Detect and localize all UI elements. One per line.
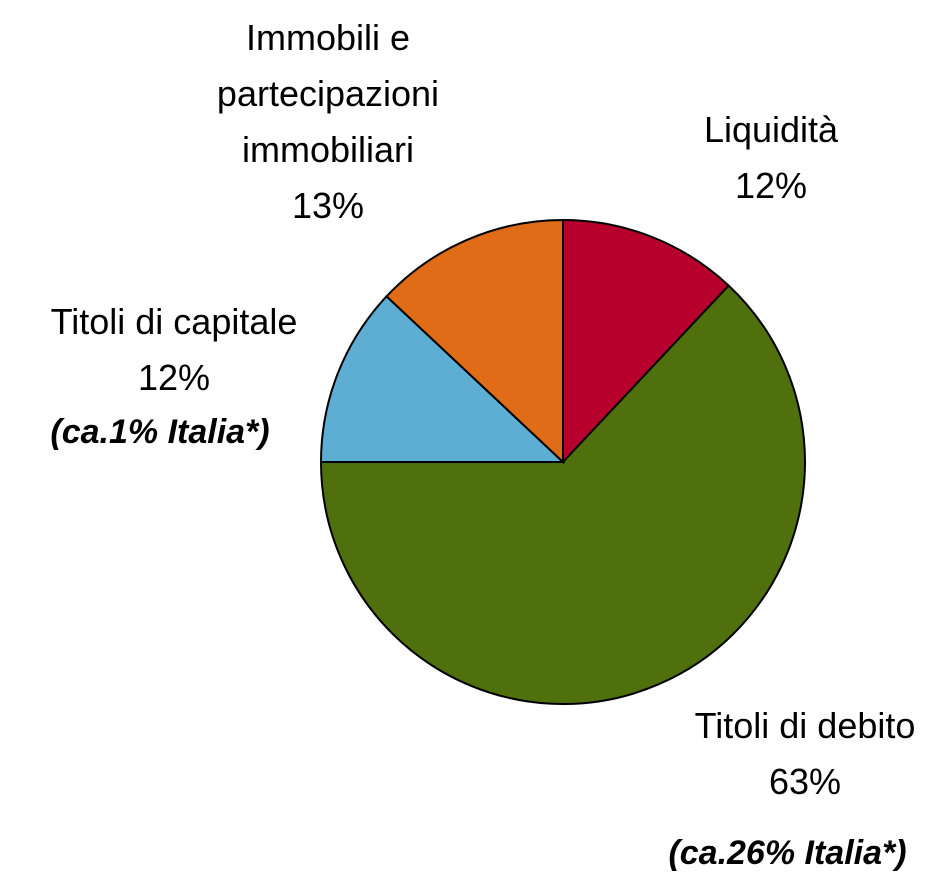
category-label: Liquidità bbox=[703, 109, 839, 150]
value-label: 12% bbox=[734, 165, 808, 206]
pie-slice bbox=[562, 218, 731, 465]
pie-slice bbox=[319, 284, 806, 705]
value-label: 63% bbox=[768, 761, 842, 802]
slice-label: Liquidità 12% bbox=[621, 102, 921, 214]
value-label: 13% bbox=[291, 185, 365, 226]
slice-label: Titoli di capitale 12% bbox=[14, 294, 334, 406]
annotation: (ca.26% Italia*) bbox=[668, 834, 907, 872]
category-label: Immobili e partecipazioni immobiliari bbox=[216, 17, 440, 170]
value-label: 12% bbox=[137, 357, 211, 398]
category-label: Titoli di capitale bbox=[50, 301, 298, 342]
annotation: (ca.1% Italia*) bbox=[50, 413, 270, 451]
slice-label: Titoli di debito 63% bbox=[665, 698, 945, 810]
slice-label: Immobili e partecipazioni immobiliari 13% bbox=[178, 10, 478, 234]
pie-slice bbox=[385, 218, 564, 465]
pie-slice bbox=[319, 294, 566, 463]
category-label: Titoli di debito bbox=[694, 705, 916, 746]
